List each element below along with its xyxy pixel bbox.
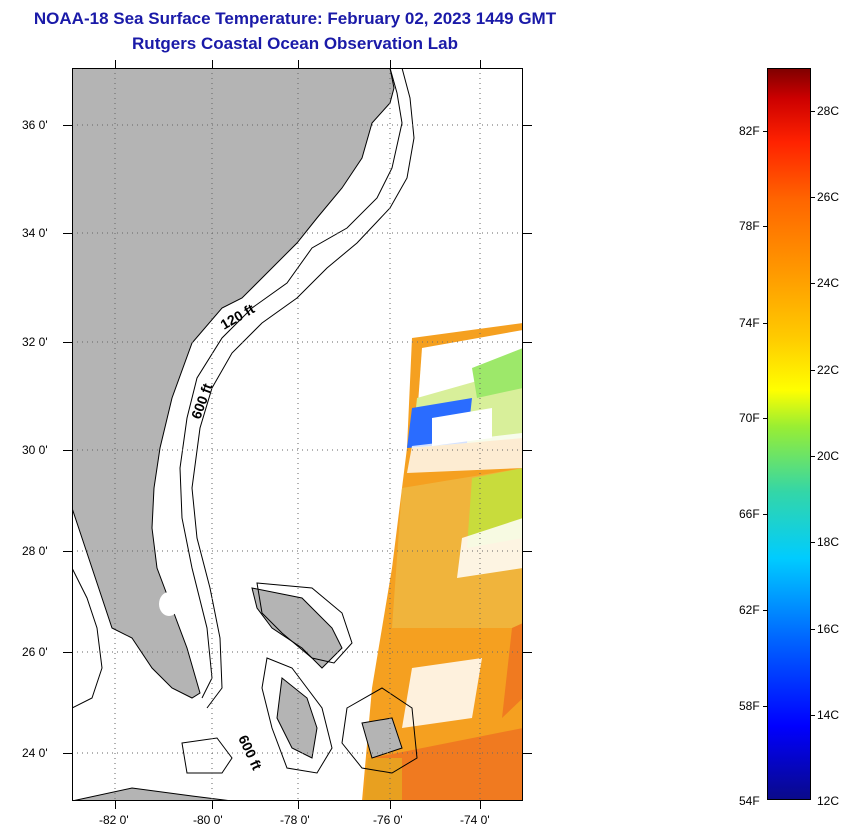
lat-label: 26 0' (22, 645, 48, 659)
axis-tick (63, 233, 72, 234)
colorbar-tick (763, 418, 767, 419)
colorbar-tick (811, 542, 815, 543)
lon-label: -78 0' (280, 813, 310, 827)
axis-tick (63, 652, 72, 653)
land (72, 68, 403, 801)
axis-tick (212, 60, 213, 68)
axis-tick (523, 753, 532, 754)
axis-tick (390, 60, 391, 68)
lon-label: -82 0' (99, 813, 129, 827)
colorbar-c-label: 28C (817, 104, 840, 118)
colorbar-tick (811, 370, 815, 371)
axis-tick (523, 233, 532, 234)
axis-tick (298, 60, 299, 68)
contour-labels: 120 ft 600 ft 600 ft (188, 300, 266, 772)
colorbar-tick (763, 610, 767, 611)
colorbar-c-label: 26C (817, 190, 840, 204)
axis-tick (115, 801, 116, 809)
axis-tick (480, 60, 481, 68)
lat-label: 36 0' (22, 118, 48, 132)
contour-label-600ft-south: 600 ft (235, 733, 265, 773)
axis-tick (63, 342, 72, 343)
axis-tick (523, 125, 532, 126)
axis-tick (63, 450, 72, 451)
axis-tick (63, 551, 72, 552)
colorbar-f-label: 58F (739, 699, 760, 713)
colorbar-f-label: 82F (739, 124, 760, 138)
colorbar-c-label: 14C (817, 708, 840, 722)
colorbar-f-label: 54F (739, 794, 760, 808)
colorbar-c-label: 18C (817, 535, 840, 549)
colorbar-f-label: 66F (739, 507, 760, 521)
colorbar-c-label: 24C (817, 276, 840, 290)
colorbar-tick (763, 323, 767, 324)
axis-tick (63, 753, 72, 754)
colorbar-c-label: 12C (817, 794, 840, 808)
depth-contours (72, 68, 418, 774)
colorbar-f-label: 74F (739, 316, 760, 330)
lat-label: 32 0' (22, 335, 48, 349)
colorbar-tick (811, 197, 815, 198)
lon-label: -74 0' (460, 813, 490, 827)
sst-swath (362, 323, 523, 801)
colorbar-tick (811, 715, 815, 716)
colorbar-f-label: 62F (739, 603, 760, 617)
colorbar-tick (763, 514, 767, 515)
axis-tick (298, 801, 299, 809)
lon-label: -80 0' (193, 813, 223, 827)
axis-tick (390, 801, 391, 809)
axis-tick (523, 450, 532, 451)
lat-label: 34 0' (22, 226, 48, 240)
colorbar-tick (763, 226, 767, 227)
axis-tick (63, 125, 72, 126)
axis-tick (523, 652, 532, 653)
colorbar-f-label: 78F (739, 219, 760, 233)
sst-map: 120 ft 600 ft 600 ft (72, 68, 523, 801)
contour-label-600ft: 600 ft (188, 381, 216, 421)
colorbar-tick (811, 283, 815, 284)
map-title: NOAA-18 Sea Surface Temperature: Februar… (33, 9, 557, 28)
axis-tick (212, 801, 213, 809)
lat-label: 30 0' (22, 443, 48, 457)
axis-tick (480, 801, 481, 809)
axis-tick (523, 342, 532, 343)
colorbar-tick (811, 629, 815, 630)
axis-tick (115, 60, 116, 68)
colorbar-tick (811, 111, 815, 112)
graticule (72, 68, 523, 801)
colorbar-f-label: 70F (739, 411, 760, 425)
temperature-colorbar (767, 68, 811, 800)
colorbar-c-label: 16C (817, 622, 840, 636)
colorbar-c-label: 20C (817, 449, 840, 463)
lat-label: 24 0' (22, 746, 48, 760)
colorbar-c-label: 22C (817, 363, 840, 377)
lon-label: -76 0' (373, 813, 403, 827)
colorbar-tick (763, 131, 767, 132)
axis-tick (523, 551, 532, 552)
colorbar-tick (763, 706, 767, 707)
map-subtitle: Rutgers Coastal Ocean Observation Lab (132, 34, 458, 53)
colorbar-tick (811, 456, 815, 457)
lat-label: 28 0' (22, 544, 48, 558)
